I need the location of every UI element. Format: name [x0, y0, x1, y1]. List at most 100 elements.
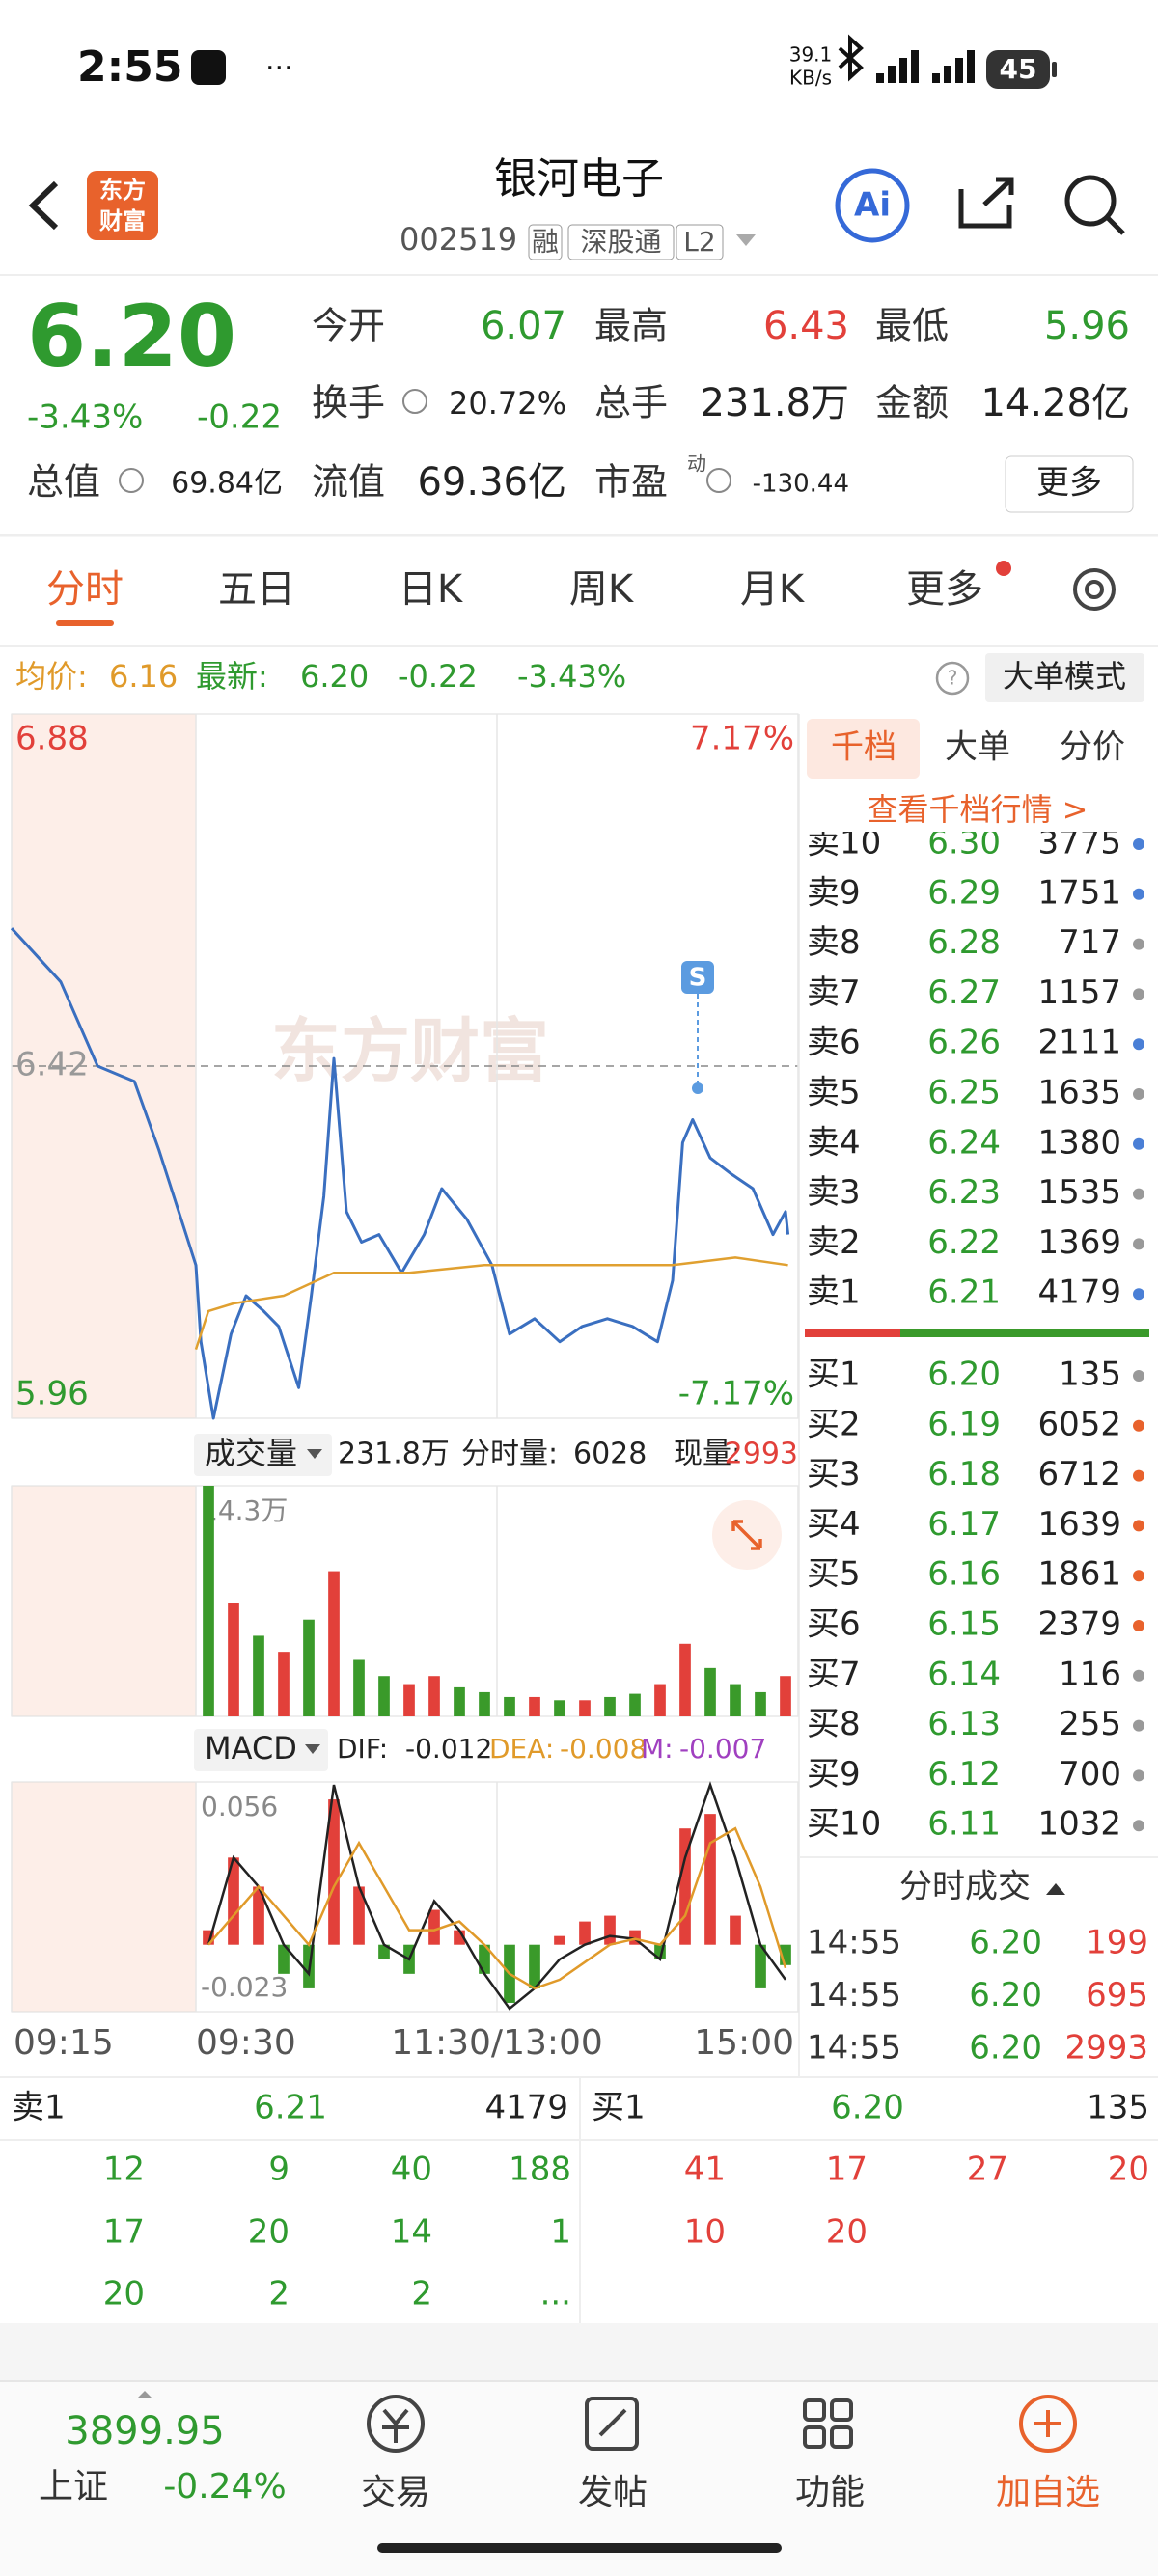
book-price: 6.20 — [927, 1356, 1001, 1394]
book-dot — [1133, 1620, 1144, 1631]
book-level: 卖5 — [807, 1074, 861, 1112]
avg-value: 6.16 — [109, 658, 178, 695]
trade-time: 14:55 — [807, 2029, 901, 2068]
field-value: 6.07 — [481, 304, 566, 348]
macd-bar — [353, 1886, 365, 1945]
signal-dot — [692, 1082, 703, 1094]
ai-button[interactable] — [835, 168, 910, 243]
indicator-selector[interactable] — [194, 1729, 328, 1771]
volume-bar — [579, 1700, 591, 1716]
book-level: 卖3 — [807, 1173, 861, 1212]
active-tab-bg — [807, 719, 920, 779]
book-link[interactable]: 查看千档行情 > — [868, 791, 1089, 828]
volume-bar — [504, 1696, 515, 1716]
search-button[interactable] — [1064, 175, 1117, 227]
book-volume: 1639 — [1037, 1505, 1121, 1544]
book-tab[interactable]: 分价 — [1060, 728, 1125, 767]
settings-button[interactable] — [1073, 568, 1116, 611]
book-price: 6.17 — [927, 1505, 1001, 1544]
more-button[interactable] — [1005, 455, 1134, 513]
battery-icon — [986, 50, 1050, 89]
ai-label: Ai — [854, 186, 891, 225]
dropdown-arrow — [307, 1449, 322, 1459]
ask-order: 40 — [391, 2151, 432, 2189]
logo-text: 财富 — [99, 207, 146, 234]
volume-bar — [428, 1676, 440, 1716]
nav-item[interactable]: 加自选 — [996, 2473, 1100, 2512]
volume-bar — [780, 1676, 791, 1716]
book-tab[interactable]: 千档 — [831, 728, 896, 767]
macd-bar — [704, 1814, 716, 1945]
nav-item[interactable]: 交易 — [361, 2473, 430, 2512]
battery-level: 45 — [1000, 53, 1037, 85]
back-button[interactable] — [28, 180, 59, 231]
x-tick-label: 09:15 — [14, 2023, 114, 2063]
book-dot — [1133, 1370, 1144, 1382]
tab[interactable]: 日K — [399, 567, 464, 612]
tab[interactable]: 分时 — [46, 567, 124, 612]
ask-order: 20 — [248, 2213, 290, 2252]
indicator-label: M: — [641, 1733, 674, 1765]
help-icon[interactable] — [935, 661, 970, 696]
bluetooth-icon — [838, 34, 864, 82]
y-tick-label: -0.023 — [201, 1971, 288, 2003]
nav-item[interactable]: 发帖 — [578, 2473, 648, 2512]
bid-order: 20 — [1108, 2151, 1149, 2189]
macd-bar — [604, 1915, 616, 1945]
book-price: 6.18 — [927, 1455, 1001, 1494]
book-dot — [1133, 1520, 1144, 1532]
book-tab[interactable]: 大单 — [945, 728, 1010, 767]
add-icon-plus — [1034, 2410, 1062, 2437]
book-price: 6.15 — [927, 1605, 1001, 1644]
bid-order: 27 — [967, 2151, 1008, 2189]
x-tick-label: 09:30 — [196, 2023, 296, 2063]
latest-value: 6.20 — [300, 658, 369, 695]
volume-title: 成交量 — [205, 1435, 297, 1471]
dropdown-arrow[interactable] — [736, 234, 756, 246]
book-level: 买5 — [807, 1555, 861, 1594]
volume-bar — [755, 1691, 766, 1716]
book-dot — [1133, 1137, 1144, 1150]
book-volume: 6052 — [1037, 1405, 1121, 1443]
indicator-title: MACD — [205, 1730, 297, 1767]
macd-bar — [378, 1944, 390, 1959]
book-level: 卖7 — [807, 973, 861, 1012]
tab[interactable]: 更多 — [906, 567, 983, 612]
field-label: 最低 — [875, 305, 949, 347]
share-button[interactable] — [958, 177, 1014, 229]
tab[interactable]: 五日 — [218, 567, 295, 612]
macd-bar — [730, 1915, 741, 1945]
book-dot — [1133, 1288, 1144, 1301]
book-level: 买2 — [807, 1405, 861, 1443]
signal-badge[interactable] — [681, 961, 714, 994]
queue-bid-volume: 135 — [1087, 2089, 1149, 2127]
volume-selector[interactable] — [194, 1434, 332, 1476]
bid-order: 20 — [826, 2213, 868, 2252]
tag: 融 — [532, 226, 559, 258]
field-value: 14.28亿 — [980, 381, 1130, 425]
macd-bar — [228, 1857, 239, 1945]
book-volume: 1751 — [1037, 873, 1121, 912]
mode-button[interactable] — [985, 653, 1144, 702]
tab[interactable]: 周K — [569, 567, 635, 612]
field-superscript: 动 — [687, 452, 706, 476]
book-volume: 1635 — [1037, 1074, 1121, 1112]
ask-order: 12 — [103, 2151, 145, 2189]
book-level: 卖6 — [807, 1024, 861, 1062]
book-level: 卖1 — [807, 1274, 861, 1312]
field-label: 最高 — [594, 305, 668, 347]
macd-bar — [529, 1944, 540, 1988]
ask-order: 17 — [103, 2213, 145, 2252]
change: -0.22 — [197, 398, 282, 437]
tab[interactable]: 月K — [740, 567, 806, 612]
book-dot — [1133, 988, 1144, 1000]
tag-box — [676, 224, 724, 260]
book-price: 6.24 — [927, 1123, 1001, 1162]
premarket-shade — [12, 1486, 196, 1716]
macd-line — [207, 1826, 787, 1990]
minute-volume: 6028 — [573, 1438, 647, 1471]
add-icon — [1019, 2395, 1077, 2453]
nav-item[interactable]: 功能 — [795, 2473, 865, 2512]
book-price: 6.19 — [927, 1405, 1001, 1443]
